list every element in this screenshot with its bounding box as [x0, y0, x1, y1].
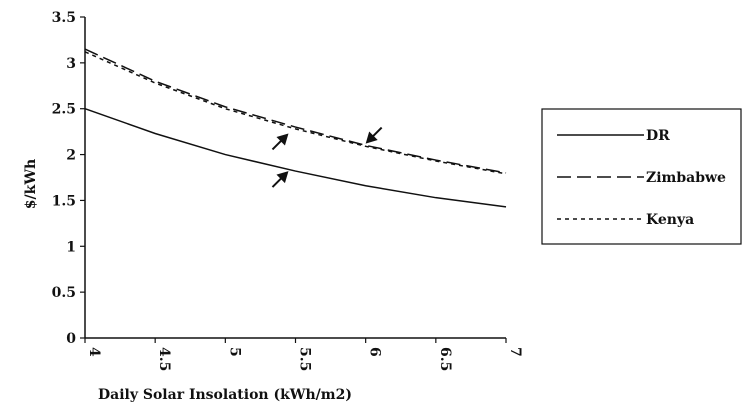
y-tick-label: 3 — [66, 56, 76, 72]
y-tick-label: 1 — [66, 239, 76, 255]
series-line-kenya — [84, 51, 507, 175]
plot-area: 0 0.5 1 1.5 2 2.5 3 3.5 4 4.5 5 5.5 6 6.5 7 — [52, 10, 523, 371]
legend-label-kenya: Kenya — [646, 212, 694, 228]
x-tick-label: 4.5 — [156, 347, 172, 371]
legend-label-zimbabwe: Zimbabwe — [646, 170, 726, 186]
series-line-zimbabwe — [84, 48, 507, 174]
annotation-arrowhead — [276, 133, 289, 146]
y-tick-label: 2.5 — [52, 102, 76, 118]
y-tick-label: 3.5 — [52, 10, 76, 26]
legend: DR Zimbabwe Kenya — [541, 108, 742, 245]
x-tick-label: 6 — [367, 347, 383, 357]
annotation-arrowhead — [276, 171, 289, 184]
x-axis-title: Daily Solar Insolation (kWh/m2) — [98, 387, 352, 403]
x-tick-label: 5.5 — [297, 347, 313, 371]
y-tick-label: 0.5 — [52, 285, 76, 301]
y-tick-label: 0 — [66, 331, 76, 347]
x-tick-label: 5 — [226, 347, 242, 357]
y-tick-label: 1.5 — [52, 193, 76, 209]
annotation-arrowhead — [365, 131, 378, 144]
series-line-dr — [84, 108, 507, 208]
y-axis-title: $/kWh — [23, 159, 39, 209]
y-tick-label: 2 — [66, 148, 76, 164]
x-tick-label: 7 — [507, 347, 523, 357]
x-tick-label: 4 — [86, 347, 102, 357]
x-tick-label: 6.5 — [437, 347, 453, 371]
legend-label-dr: DR — [646, 128, 670, 144]
